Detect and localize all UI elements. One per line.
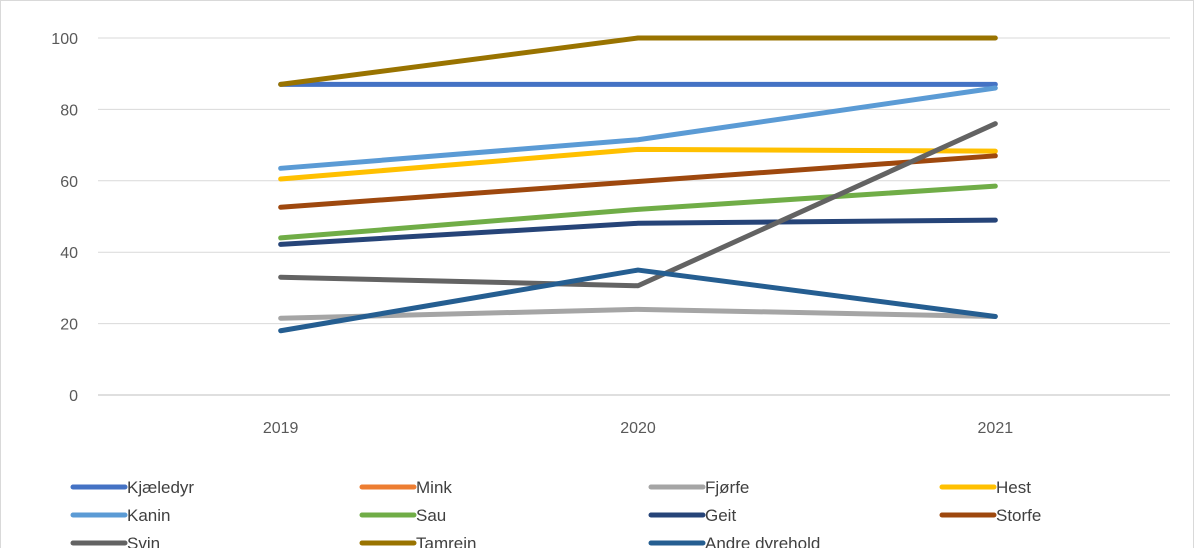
- legend-item: Mink: [359, 478, 452, 497]
- y-tick-label: 40: [60, 245, 78, 262]
- legend-label: Mink: [416, 478, 452, 497]
- legend-item: Geit: [648, 506, 736, 525]
- x-tick-label: 2020: [620, 420, 656, 437]
- legend-item: Kjæledyr: [70, 478, 194, 497]
- legend-item: Sau: [359, 506, 446, 525]
- legend-label: Kanin: [127, 506, 170, 525]
- legend-label: Fjørfe: [705, 478, 749, 497]
- legend-item: Fjørfe: [648, 478, 749, 497]
- y-tick-label: 0: [69, 388, 78, 405]
- y-axis-tick-labels: 0 20 40 60 80 100: [51, 31, 78, 405]
- legend-item: Andre dyrehold: [648, 534, 820, 548]
- gridlines: [98, 37, 1170, 396]
- x-tick-label: 2019: [263, 420, 299, 437]
- series-line: [278, 306, 998, 321]
- legend-label: Kjæledyr: [127, 478, 194, 497]
- legend: Kjæledyr Mink Fjørfe Hest Kanin Sau Geit Storfe…: [70, 478, 1041, 548]
- x-tick-label: 2021: [978, 420, 1014, 437]
- series-line: [278, 153, 998, 210]
- y-tick-label: 100: [51, 31, 78, 48]
- series-line: [278, 183, 998, 241]
- legend-label: Svin: [127, 534, 160, 548]
- x-axis-tick-labels: 2019 2020 2021: [263, 420, 1013, 437]
- y-tick-label: 20: [60, 317, 78, 334]
- y-tick-label: 60: [60, 174, 78, 191]
- y-tick-label: 80: [60, 102, 78, 119]
- legend-item: Hest: [939, 478, 1031, 497]
- legend-item: Svin: [70, 534, 160, 548]
- legend-item: Tamrein: [359, 534, 476, 548]
- series-line: [278, 267, 998, 334]
- legend-label: Hest: [996, 478, 1031, 497]
- series-lines: [278, 35, 998, 334]
- legend-label: Sau: [416, 506, 446, 525]
- legend-label: Geit: [705, 506, 736, 525]
- series-line: [278, 146, 998, 182]
- legend-item: Kanin: [70, 506, 170, 525]
- legend-item: Storfe: [939, 506, 1041, 525]
- legend-label: Andre dyrehold: [705, 534, 820, 548]
- series-line: [278, 85, 998, 171]
- series-line: [278, 121, 998, 289]
- series-line: [278, 217, 998, 247]
- series-line: [278, 35, 998, 87]
- legend-label: Storfe: [996, 506, 1041, 525]
- legend-label: Tamrein: [416, 534, 476, 548]
